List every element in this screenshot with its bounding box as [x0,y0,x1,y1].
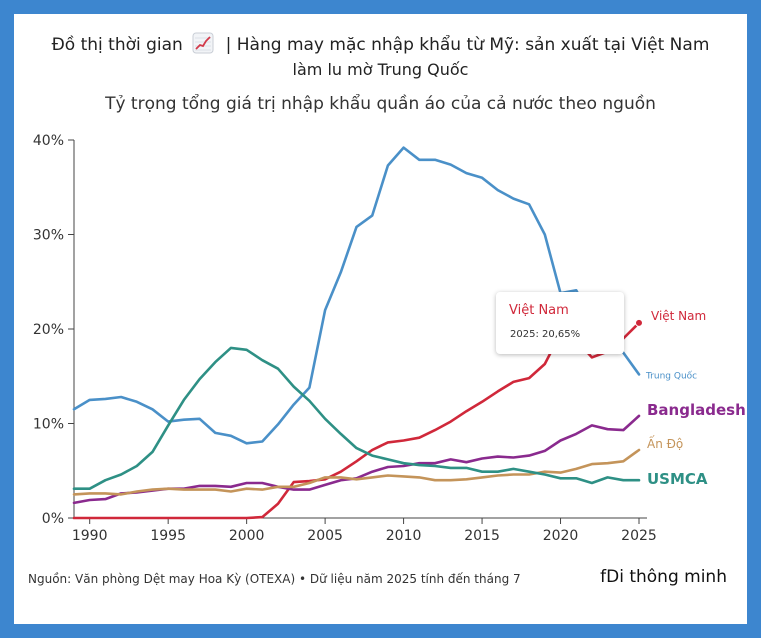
chart-card: 0% 10% 20% 30% 40% 1990 1995 2000 2005 2010 2015 20… [14,14,747,624]
series-label-an-do: Ấn Độ [647,435,683,451]
y-tick-label: 10% [33,417,64,433]
x-tick-label: 2025 [621,528,657,544]
x-tick-label: 1995 [150,528,186,544]
x-tick-label: 2015 [464,528,500,544]
y-tick-label: 40% [33,133,64,149]
series-line-usmca [72,346,641,491]
series-label-viet-nam: Việt Nam [651,309,706,323]
series-line-viet-nam [72,321,641,520]
y-tick-label: 20% [33,322,64,338]
tooltip-series-name: Việt Nam [509,303,569,318]
header-headline-part2: làm lu mờ Trung Quốc [292,60,469,79]
series-label-usmca: USMCA [647,470,708,488]
series-label-bangladesh: Bangladesh [647,401,746,419]
highlight-point [635,318,643,327]
tooltip-value: 2025: 20,65% [510,329,581,340]
chart-header: Đồ thị thời gian | Hàng may mặc nhập khẩ… [14,32,747,55]
chart-increasing-icon [192,32,214,54]
x-tick-label: 1990 [72,528,108,544]
y-tick-label: 0% [42,511,64,527]
x-tick-label: 2005 [307,528,343,544]
source-note: Nguồn: Văn phòng Dệt may Hoa Kỳ (OTEXA) … [28,572,521,586]
series-label-trung-quoc: Trung Quốc [645,370,697,381]
data-tooltip: Việt Nam 2025: 20,65% [496,292,624,354]
series-line-trung-quoc [72,146,641,445]
line-chart[interactable]: 0% 10% 20% 30% 40% 1990 1995 2000 2005 2010 2015 20… [14,14,747,624]
brand-logo: fDi thông minh [600,567,727,587]
x-tick-label: 2000 [229,528,265,544]
header-title: Đồ thị thời gian [51,35,183,55]
series-line-an-do [72,448,641,496]
x-tick-label: 2010 [386,528,422,544]
chart-title: Tỷ trọng tổng giá trị nhập khẩu quần áo … [105,94,656,114]
y-tick-label: 30% [33,228,64,244]
header-headline-part1: | Hàng may mặc nhập khẩu từ Mỹ: sản xuất… [225,35,710,55]
x-tick-label: 2020 [543,528,579,544]
